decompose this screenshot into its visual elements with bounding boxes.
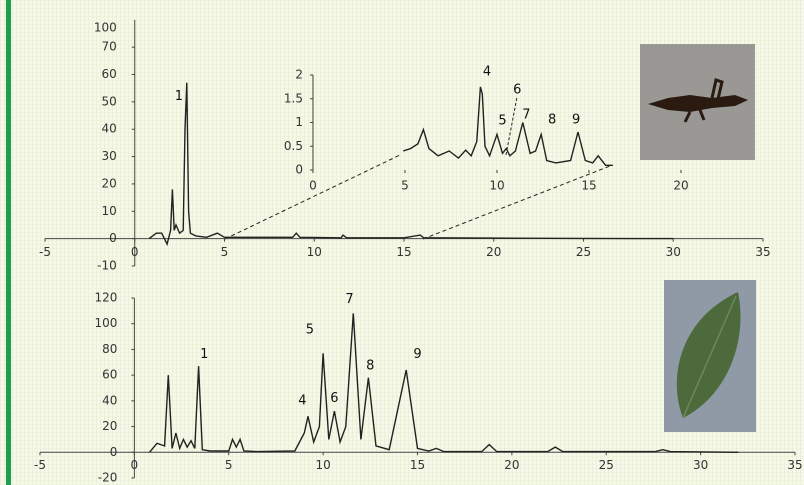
y-tick-label: 2 [295,68,303,82]
y-tick-label: 40 [102,393,117,407]
x-tick-label: 15 [581,179,596,193]
chromatogram-figure: -505101520253035-10010203040506070100105… [0,0,804,485]
y-tick-label: 70 [101,40,116,54]
peak-label: 4 [298,393,306,408]
y-top-label: 100 [94,20,117,34]
y-tick-label: 120 [94,291,117,305]
y-tick-label: 0 [295,163,303,177]
y-tick-label: 10 [101,204,116,218]
x-tick-label: 0 [309,179,317,193]
y-tick-label: 1 [295,115,303,129]
root-photo [640,44,755,160]
y-tick-label: -10 [97,259,117,273]
x-tick-label: 5 [401,179,409,193]
y-tick-label: 80 [102,342,117,356]
peak-label: 1 [175,89,183,104]
peak-label: 6 [330,391,338,406]
x-tick-label: 25 [576,245,591,259]
x-tick-label: 5 [225,458,233,472]
x-tick-label: 10 [315,458,330,472]
peak-label: 8 [548,113,556,128]
leaf-photo [664,280,756,432]
x-tick-label: 30 [666,245,681,259]
peak-label: 7 [345,292,353,307]
x-tick-label: 0 [131,458,139,472]
y-tick-label: 20 [101,176,116,190]
peak-label: 6 [513,83,521,98]
x-tick-label: 15 [396,245,411,259]
y-tick-label: 0 [109,231,117,245]
x-tick-label: 35 [755,245,770,259]
y-tick-label: 100 [94,316,117,330]
y-tick-label: 0 [110,445,118,459]
peak-label: 9 [572,113,580,128]
x-tick-label: 15 [410,458,425,472]
y-tick-label: 60 [101,67,116,81]
x-tick-label: 35 [787,458,802,472]
y-tick-label: 30 [101,149,116,163]
peak-label: 1 [200,347,208,362]
x-tick-label: 0 [131,245,139,259]
x-tick-label: 5 [221,245,229,259]
x-tick-label: -5 [39,245,51,259]
peak-label: 8 [366,359,374,374]
y-tick-label: 0.5 [284,139,303,153]
x-tick-label: 20 [673,179,688,193]
x-tick-label: 20 [486,245,501,259]
y-tick-label: -20 [98,471,118,485]
x-tick-label: 25 [599,458,614,472]
x-tick-label: -5 [34,458,46,472]
peak-label: 9 [413,347,421,362]
y-tick-label: 60 [102,368,117,382]
peak-label: 5 [306,323,314,338]
accent-bar [6,0,11,485]
y-tick-label: 1.5 [284,91,303,105]
peak-label: 4 [483,65,491,80]
x-tick-label: 20 [504,458,519,472]
y-tick-label: 50 [101,94,116,108]
y-tick-label: 40 [101,122,116,136]
peak-label: 7 [522,107,530,122]
peak-label: 5 [498,114,506,129]
x-tick-label: 30 [693,458,708,472]
x-tick-label: 10 [489,179,504,193]
x-tick-label: 10 [307,245,322,259]
y-tick-label: 20 [102,419,117,433]
